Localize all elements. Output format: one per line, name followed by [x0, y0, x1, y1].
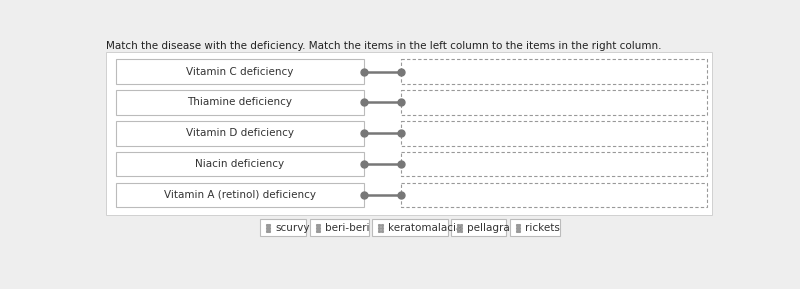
FancyBboxPatch shape: [310, 219, 369, 236]
Text: Vitamin C deficiency: Vitamin C deficiency: [186, 67, 293, 77]
FancyBboxPatch shape: [115, 183, 363, 207]
FancyBboxPatch shape: [401, 121, 707, 146]
FancyBboxPatch shape: [373, 219, 447, 236]
FancyBboxPatch shape: [115, 152, 363, 176]
Text: Vitamin D deficiency: Vitamin D deficiency: [186, 128, 294, 138]
Text: scurvy: scurvy: [275, 223, 310, 233]
Text: rickets: rickets: [526, 223, 560, 233]
Text: keratomalacia: keratomalacia: [388, 223, 462, 233]
Text: Vitamin A (retinol) deficiency: Vitamin A (retinol) deficiency: [163, 190, 315, 200]
FancyBboxPatch shape: [401, 152, 707, 176]
Text: Thiamine deficiency: Thiamine deficiency: [187, 97, 292, 108]
FancyBboxPatch shape: [115, 59, 363, 84]
FancyBboxPatch shape: [451, 219, 506, 236]
FancyBboxPatch shape: [115, 121, 363, 146]
FancyBboxPatch shape: [510, 219, 560, 236]
FancyBboxPatch shape: [401, 90, 707, 115]
FancyBboxPatch shape: [115, 90, 363, 115]
FancyBboxPatch shape: [401, 59, 707, 84]
FancyBboxPatch shape: [106, 52, 712, 215]
FancyBboxPatch shape: [260, 219, 306, 236]
FancyBboxPatch shape: [401, 183, 707, 207]
Text: Match the disease with the deficiency. Match the items in the left column to the: Match the disease with the deficiency. M…: [106, 41, 662, 51]
Text: Niacin deficiency: Niacin deficiency: [195, 159, 284, 169]
Text: pellagra: pellagra: [467, 223, 510, 233]
Text: beri-beri: beri-beri: [326, 223, 370, 233]
